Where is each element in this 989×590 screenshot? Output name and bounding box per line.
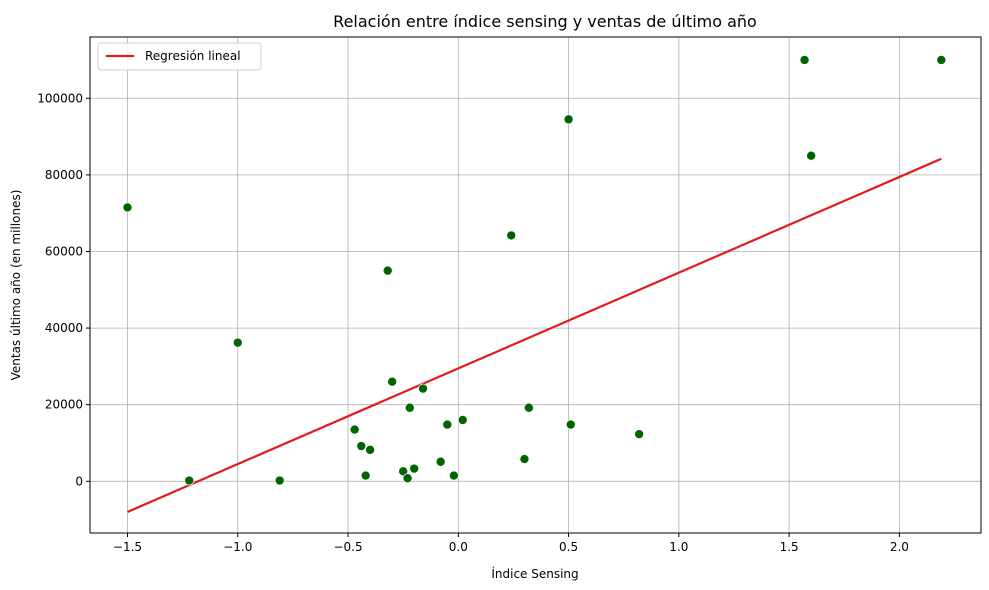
x-tick-label: −1.5: [113, 540, 142, 554]
y-tick-label: 40000: [45, 321, 83, 335]
data-point: [442, 419, 453, 430]
x-tick-label: −0.5: [333, 540, 362, 554]
data-point: [356, 441, 367, 452]
y-axis-label: Ventas último año (en millones): [9, 190, 23, 381]
x-tick-label: 0.0: [449, 540, 468, 554]
data-points: [122, 54, 947, 486]
data-point: [404, 402, 415, 413]
data-point: [799, 54, 810, 65]
x-axis-ticks: −1.5 −1.0 −0.5 0.0 0.5 1.0 1.5 2.0: [113, 533, 909, 554]
data-point: [232, 337, 243, 348]
data-point: [563, 114, 574, 125]
data-point: [402, 473, 413, 484]
data-point: [184, 475, 195, 486]
data-point: [435, 456, 446, 467]
data-point: [634, 429, 645, 440]
data-point: [418, 383, 429, 394]
data-point: [122, 202, 133, 213]
x-axis-label: Índice Sensing: [491, 566, 578, 581]
y-tick-label: 100000: [37, 91, 83, 105]
y-axis-ticks: 0 20000 40000 60000 80000 100000: [37, 91, 90, 488]
data-point: [365, 444, 376, 455]
data-point: [274, 475, 285, 486]
regression-line: [127, 157, 942, 513]
legend: Regresión lineal: [97, 42, 262, 71]
data-point: [409, 463, 420, 474]
data-point: [936, 54, 947, 65]
legend-label: Regresión lineal: [145, 49, 241, 63]
data-point: [349, 424, 360, 435]
data-point: [387, 376, 398, 387]
data-point: [506, 230, 517, 241]
grid: [90, 37, 981, 533]
plot-frame: [89, 36, 982, 534]
data-point: [448, 470, 459, 481]
data-point: [565, 419, 576, 430]
data-point: [457, 415, 468, 426]
y-tick-label: 0: [75, 474, 83, 488]
y-tick-label: 20000: [45, 398, 83, 412]
chart-title: Relación entre índice sensing y ventas d…: [333, 12, 757, 31]
x-tick-label: 2.0: [890, 540, 909, 554]
y-tick-label: 80000: [45, 168, 83, 182]
data-point: [806, 150, 817, 161]
regression-line-layer: [127, 157, 942, 513]
data-point: [382, 265, 393, 276]
data-point: [523, 402, 534, 413]
x-tick-label: 1.5: [780, 540, 799, 554]
data-point: [360, 470, 371, 481]
x-tick-label: 1.0: [669, 540, 688, 554]
x-tick-label: 0.5: [559, 540, 578, 554]
x-tick-label: −1.0: [223, 540, 252, 554]
legend-box: [97, 42, 262, 71]
data-point: [519, 454, 530, 465]
y-tick-label: 60000: [45, 244, 83, 258]
